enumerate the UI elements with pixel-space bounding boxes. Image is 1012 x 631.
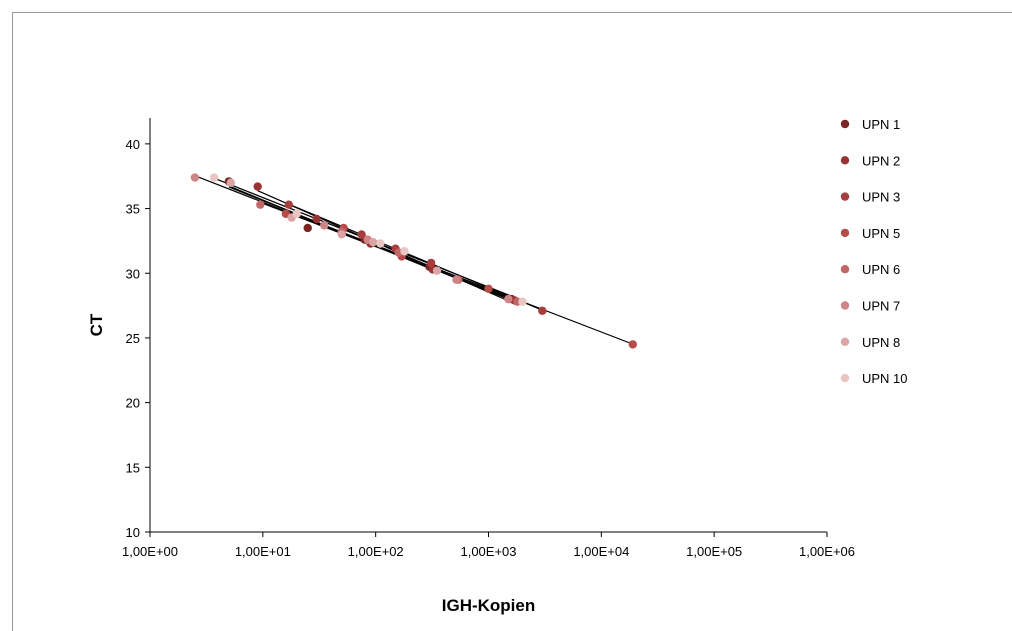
legend-label: UPN 7: [862, 299, 900, 314]
data-points-layer: [190, 173, 637, 349]
data-point-upn-5: [484, 284, 493, 293]
legend-label: UPN 10: [862, 371, 908, 386]
legend-label: UPN 3: [862, 190, 900, 205]
y-tick-label: 10: [126, 525, 140, 540]
data-point-upn-10: [518, 297, 527, 306]
data-point-upn-7: [452, 275, 461, 284]
data-point-upn-5: [628, 340, 637, 349]
legend-item: UPN 7: [840, 299, 900, 314]
x-tick-label: 1,00E+05: [686, 544, 742, 559]
legend-marker: [840, 119, 850, 129]
y-tick-label: 35: [126, 202, 140, 217]
data-point-upn-10: [400, 247, 409, 256]
x-tick-label: 1,00E+06: [799, 544, 855, 559]
legend: UPN 1 UPN 2 UPN 3 UPN 5 UPN 6 UPN 7 UPN 8 UPN 1…: [840, 117, 908, 386]
x-tick-label: 1,00E+01: [235, 544, 291, 559]
legend-label: UPN 8: [862, 335, 900, 350]
legend-marker: [840, 192, 850, 201]
x-tick-label: 1,00E+03: [460, 544, 516, 559]
legend-marker: [840, 301, 850, 310]
data-point-upn-3: [284, 200, 294, 209]
y-tick-label: 15: [126, 460, 140, 475]
data-point-upn-6: [256, 200, 265, 209]
legend-label: UPN 1: [862, 117, 900, 132]
data-point-upn-8: [226, 178, 235, 187]
data-point-upn-10: [209, 173, 219, 182]
data-point-upn-2: [312, 214, 321, 224]
y-tick-label: 25: [126, 331, 140, 346]
data-point-upn-8: [337, 230, 346, 239]
x-tick-label: 1,00E+02: [348, 544, 404, 559]
trendline-upn-8: [230, 186, 438, 272]
data-point-upn-8: [432, 266, 442, 275]
legend-item: UPN 1: [840, 117, 900, 132]
legend-marker: [840, 156, 850, 165]
legend-item: UPN 10: [840, 371, 908, 386]
legend-item: UPN 6: [840, 262, 900, 277]
legend-marker: [840, 373, 850, 383]
legend-marker: [840, 228, 850, 238]
data-point-upn-10: [292, 209, 301, 218]
legend-item: UPN 2: [840, 153, 900, 168]
data-point-upn-8: [368, 238, 378, 247]
y-tick-label: 20: [126, 396, 140, 411]
chart-frame: [12, 12, 1012, 631]
data-point-upn-7: [190, 173, 200, 182]
legend-label: UPN 6: [862, 262, 900, 277]
data-point-upn-10: [376, 239, 385, 248]
legend-item: UPN 8: [840, 335, 900, 350]
legend-label: UPN 5: [862, 226, 900, 241]
data-point-upn-7: [504, 294, 513, 304]
x-tick-label: 1,00E+04: [573, 544, 629, 559]
data-point-upn-7: [320, 221, 329, 230]
y-axis-title: CT: [87, 313, 106, 336]
y-tick-label: 30: [126, 266, 140, 281]
legend-item: UPN 3: [840, 190, 900, 205]
legend-marker: [840, 337, 850, 346]
data-point-upn-3: [357, 230, 366, 239]
axes-layer: 10 15 20 25 30 35 40 1,00E+00 1,00E+01 1,00E+02 1,…: [122, 118, 855, 559]
y-tick-label: 40: [126, 137, 140, 152]
data-point-upn-3: [538, 306, 547, 315]
legend-marker: [840, 265, 850, 274]
legend-item: UPN 5: [840, 226, 900, 241]
data-point-upn-1: [303, 223, 312, 233]
x-axis-title: IGH-Kopien: [442, 596, 536, 615]
data-point-upn-2: [253, 182, 262, 191]
data-point-upn-3: [426, 258, 436, 268]
x-tick-label: 1,00E+00: [122, 544, 178, 559]
legend-label: UPN 2: [862, 153, 900, 168]
